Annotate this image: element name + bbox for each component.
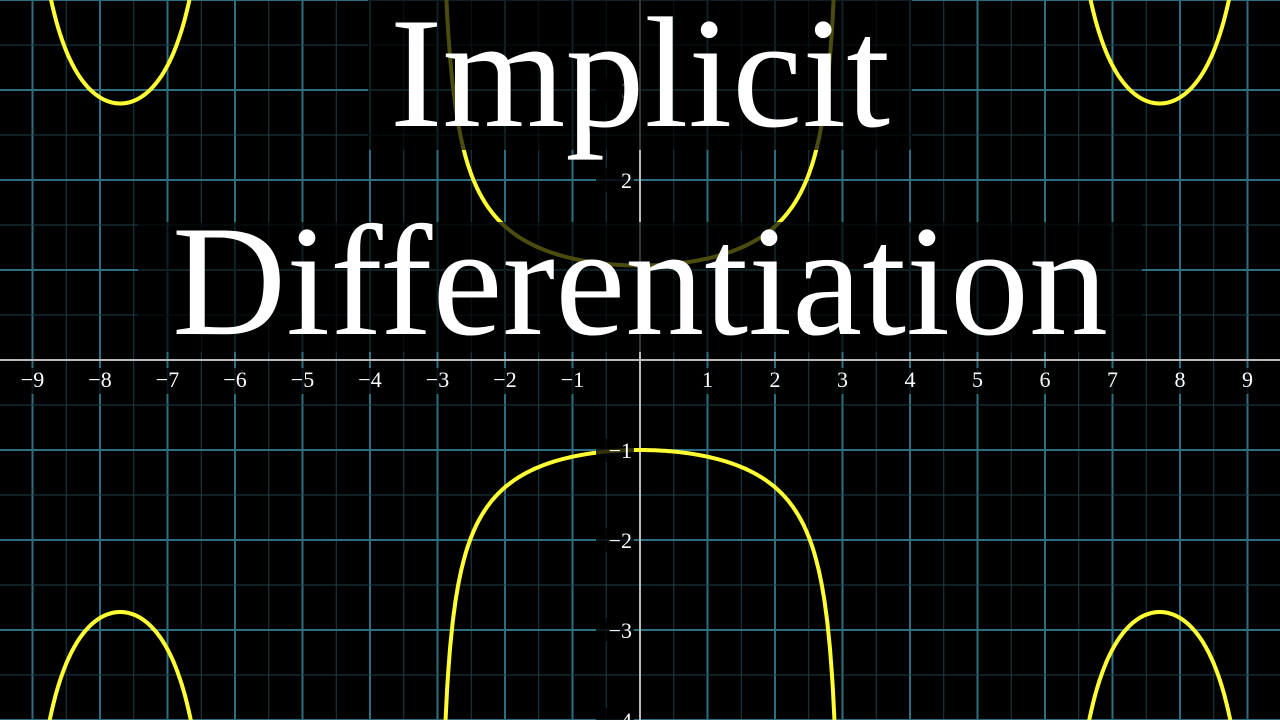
- x-label: 4: [905, 367, 916, 392]
- x-label: 8: [1175, 367, 1186, 392]
- label-backdrop: [1229, 368, 1266, 394]
- x-label: −7: [156, 367, 179, 392]
- x-label: −8: [88, 367, 111, 392]
- x-label: −5: [291, 367, 314, 392]
- y-label: −2: [609, 528, 632, 553]
- x-label: 6: [1040, 367, 1051, 392]
- x-label: 2: [770, 367, 781, 392]
- label-backdrop: [487, 368, 523, 394]
- label-backdrop: [596, 168, 634, 192]
- label-backdrop: [82, 368, 118, 394]
- y-label: 2: [621, 168, 632, 193]
- label-backdrop: [596, 618, 634, 642]
- y-label: −3: [609, 618, 632, 643]
- y-label: −4: [609, 708, 632, 720]
- label-backdrop: [824, 368, 861, 394]
- x-label: 9: [1242, 367, 1253, 392]
- label-backdrop: [419, 368, 456, 394]
- title-backdrop: [138, 222, 1142, 352]
- x-label: −9: [21, 367, 44, 392]
- label-backdrop: [689, 368, 726, 394]
- x-label: −2: [493, 367, 516, 392]
- label-backdrop: [1162, 368, 1198, 394]
- label-backdrop: [14, 368, 51, 394]
- x-label: 1: [702, 367, 713, 392]
- title-line: Implicit: [390, 0, 890, 161]
- label-backdrop: [352, 368, 388, 394]
- title-backdrop: [368, 0, 912, 150]
- label-backdrop: [596, 528, 634, 552]
- label-backdrop: [596, 438, 634, 462]
- label-backdrop: [1027, 368, 1063, 394]
- curve: [443, 448, 837, 720]
- label-backdrop: [959, 368, 996, 394]
- x-label: −4: [358, 367, 381, 392]
- x-label: 5: [972, 367, 983, 392]
- label-backdrop: [149, 368, 186, 394]
- label-backdrop: [217, 368, 253, 394]
- label-backdrop: [892, 368, 928, 394]
- label-backdrop: [554, 368, 591, 394]
- title-line: Differentiation: [172, 194, 1108, 369]
- x-label: −6: [223, 367, 246, 392]
- label-backdrop: [596, 708, 634, 720]
- x-label: −3: [426, 367, 449, 392]
- curve: [49, 0, 192, 106]
- x-label: −1: [561, 367, 584, 392]
- curve: [1088, 0, 1231, 106]
- label-backdrop: [757, 368, 793, 394]
- y-label: −1: [609, 438, 632, 463]
- x-label: 3: [837, 367, 848, 392]
- curve: [1087, 610, 1233, 720]
- curve: [47, 610, 193, 720]
- x-label: 7: [1107, 367, 1118, 392]
- label-backdrop: [1094, 368, 1131, 394]
- label-backdrop: [284, 368, 321, 394]
